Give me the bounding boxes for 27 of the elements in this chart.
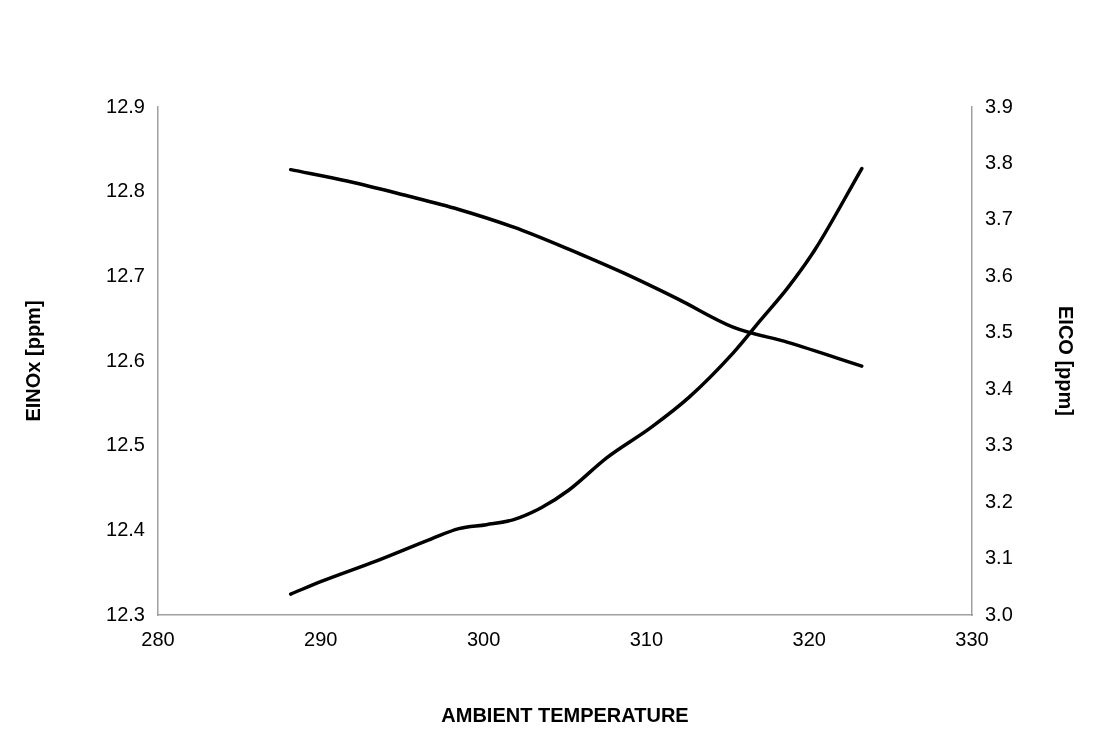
y-tick-label: 12.9 xyxy=(106,94,145,117)
y2-tick-label: 3.2 xyxy=(985,489,1013,512)
y2-tick-label: 3.1 xyxy=(985,546,1013,569)
line-series xyxy=(288,166,864,596)
x-tick-label: 280 xyxy=(141,627,175,650)
y2-tick-label: 3.0 xyxy=(985,602,1013,625)
y2-tick-label: 3.6 xyxy=(985,263,1013,286)
y2-tick-label: 3.4 xyxy=(985,376,1013,399)
y-axis-title: EINOx [ppm] xyxy=(21,300,44,422)
y-tick-label: 12.4 xyxy=(106,517,145,540)
x-tick-label: 290 xyxy=(304,627,338,650)
y2-tick-label: 3.5 xyxy=(985,320,1013,343)
y-tick-label: 12.3 xyxy=(106,602,145,625)
y2-tick-label: 3.8 xyxy=(985,150,1013,173)
x-tick-label: 330 xyxy=(955,627,989,650)
x-axis-title: AMBIENT TEMPERATURE xyxy=(441,703,689,726)
x-tick-label: 320 xyxy=(792,627,826,650)
x-tick-label: 310 xyxy=(629,627,664,650)
y-tick-label: 12.6 xyxy=(106,348,145,371)
y2-tick-label: 3.7 xyxy=(985,207,1013,230)
y-tick-label: 12.8 xyxy=(106,179,145,202)
y2-tick-label: 3.9 xyxy=(985,94,1013,117)
y-tick-label: 12.5 xyxy=(106,433,145,456)
y2-axis-title: EICO [ppm] xyxy=(1055,306,1078,416)
y-tick-label: 12.7 xyxy=(106,263,145,286)
x-tick-label: 300 xyxy=(466,627,501,650)
y2-tick-label: 3.3 xyxy=(985,433,1013,456)
